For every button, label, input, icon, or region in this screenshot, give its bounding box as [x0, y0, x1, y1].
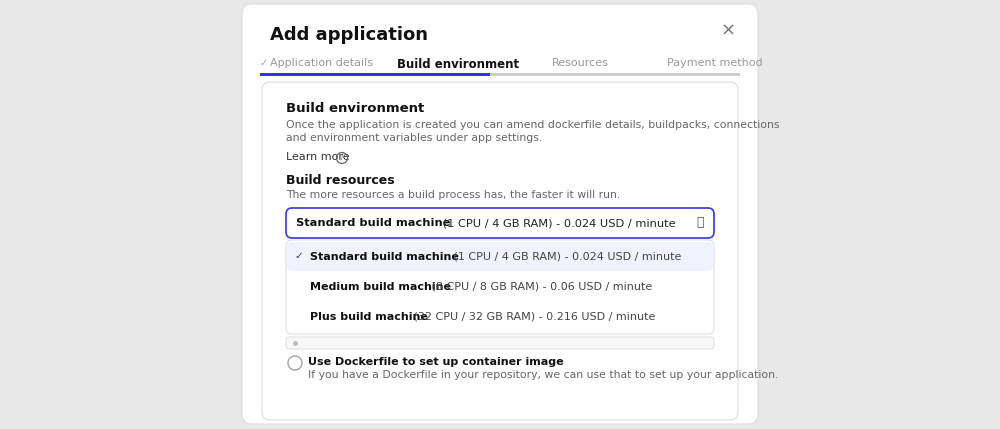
Text: Build resources: Build resources: [286, 174, 395, 187]
Text: Add application: Add application: [270, 26, 428, 44]
Text: Standard build machine: Standard build machine: [296, 218, 450, 228]
FancyBboxPatch shape: [262, 82, 738, 420]
FancyBboxPatch shape: [286, 240, 714, 334]
Text: Resources: Resources: [552, 58, 609, 68]
Text: ✓: ✓: [294, 251, 303, 262]
Text: If you have a Dockerfile in your repository, we can use that to set up your appl: If you have a Dockerfile in your reposit…: [308, 370, 778, 380]
Text: (1 CPU / 4 GB RAM) - 0.024 USD / minute: (1 CPU / 4 GB RAM) - 0.024 USD / minute: [439, 218, 676, 228]
Text: ⌵: ⌵: [696, 217, 704, 230]
Text: Application details: Application details: [270, 58, 373, 68]
Bar: [260, 73, 490, 76]
FancyBboxPatch shape: [287, 242, 713, 271]
Text: Once the application is created you can amend dockerfile details, buildpacks, co: Once the application is created you can …: [286, 120, 780, 130]
Text: and environment variables under app settings.: and environment variables under app sett…: [286, 133, 542, 143]
Text: Plus build machine: Plus build machine: [310, 311, 428, 321]
Text: (1 CPU / 4 GB RAM) - 0.024 USD / minute: (1 CPU / 4 GB RAM) - 0.024 USD / minute: [450, 251, 681, 262]
Text: ×: ×: [721, 22, 736, 40]
Text: (32 CPU / 32 GB RAM) - 0.216 USD / minute: (32 CPU / 32 GB RAM) - 0.216 USD / minut…: [410, 311, 655, 321]
Text: ✓: ✓: [260, 58, 268, 68]
Text: (8 CPU / 8 GB RAM) - 0.06 USD / minute: (8 CPU / 8 GB RAM) - 0.06 USD / minute: [428, 281, 652, 291]
Text: Payment method: Payment method: [667, 58, 763, 68]
Text: Use Dockerfile to set up container image: Use Dockerfile to set up container image: [308, 357, 564, 367]
Bar: [260, 73, 740, 76]
Text: Medium build machine: Medium build machine: [310, 281, 451, 291]
Text: i: i: [341, 154, 343, 163]
FancyBboxPatch shape: [242, 4, 758, 424]
Text: Learn more: Learn more: [286, 152, 350, 162]
FancyBboxPatch shape: [286, 208, 714, 238]
Text: Standard build machine: Standard build machine: [310, 251, 459, 262]
Circle shape: [288, 356, 302, 370]
Text: Build environment: Build environment: [286, 102, 424, 115]
Text: Build environment: Build environment: [397, 58, 519, 71]
FancyBboxPatch shape: [286, 337, 714, 349]
Text: The more resources a build process has, the faster it will run.: The more resources a build process has, …: [286, 190, 620, 200]
